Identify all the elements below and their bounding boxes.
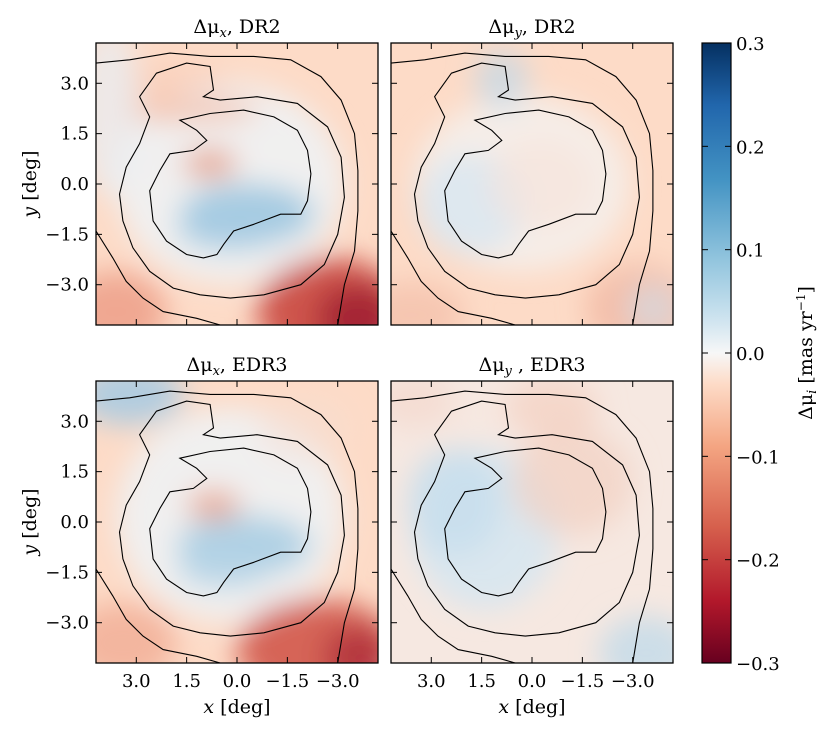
colorbar-label: Δμi [mas yr−1] xyxy=(794,286,820,420)
y-tick-label: −3.0 xyxy=(45,275,89,296)
x-tick-label: 1.5 xyxy=(172,671,201,692)
colorbar-tick-label: 0.2 xyxy=(736,137,765,158)
colorbar: 0.3 0.2 0.1 0.0 −0.1 −0.2 −0.3 Δμi [mas yr−1] xyxy=(701,34,820,675)
y-tick-label: 1.5 xyxy=(60,124,89,145)
colorbar-tick-label: −0.2 xyxy=(736,551,780,572)
contour-lines xyxy=(96,52,359,325)
y-axis-label: y [deg] xyxy=(19,150,41,218)
panel-muy_dr2: Δμy, DR2 xyxy=(390,16,674,326)
colorbar-tick-label: 0.1 xyxy=(736,241,765,262)
y-axis-label: y [deg] xyxy=(19,488,41,556)
y-tick-label: 3.0 xyxy=(60,411,89,432)
panel-muy_edr3: Δμy , EDR3 3.0 1.5 0.0 −1.5 −3.0 x [deg] xyxy=(390,354,674,718)
heatmap-field xyxy=(391,43,673,325)
x-axis-label: x [deg] xyxy=(203,696,270,718)
x-tick-label: 3.0 xyxy=(122,671,151,692)
panel-title: Δμx, DR2 xyxy=(193,16,280,41)
tick-marks xyxy=(96,381,378,663)
contour-lines xyxy=(96,390,359,663)
tick-marks xyxy=(391,381,673,663)
y-tick-label: 1.5 xyxy=(60,462,89,483)
x-tick-label: −1.5 xyxy=(265,671,309,692)
heatmap-field xyxy=(96,43,378,325)
y-tick-label: 0.0 xyxy=(60,174,89,195)
x-axis-label: x [deg] xyxy=(498,696,565,718)
x-tick-label: 0.0 xyxy=(518,671,547,692)
tick-marks xyxy=(391,43,673,325)
x-tick-label: −3.0 xyxy=(316,671,360,692)
heatmap-field xyxy=(96,381,378,663)
y-tick-label: 3.0 xyxy=(60,73,89,94)
panel-title: Δμy , EDR3 xyxy=(478,354,585,379)
x-tick-label: −1.5 xyxy=(560,671,604,692)
y-tick-label: −3.0 xyxy=(45,613,89,634)
colorbar-tick-label: 0.3 xyxy=(736,34,765,55)
colorbar-tick-label: 0.0 xyxy=(736,344,765,365)
y-tick-label: −1.5 xyxy=(45,224,89,245)
y-tick-label: 0.0 xyxy=(60,512,89,533)
x-tick-label: 0.0 xyxy=(223,671,252,692)
contour-lines xyxy=(391,52,654,325)
x-tick-label: 1.5 xyxy=(467,671,496,692)
y-tick-label: −1.5 xyxy=(45,562,89,583)
contour-lines xyxy=(391,390,654,663)
panel-title: Δμy, DR2 xyxy=(488,16,575,41)
panel-title: Δμx, EDR3 xyxy=(187,354,288,379)
colorbar-tick-label: −0.3 xyxy=(736,654,780,675)
x-tick-label: −3.0 xyxy=(611,671,655,692)
heatmap-field xyxy=(391,381,673,663)
panel-mux_edr3: Δμx, EDR3 3.0 1.5 0.0 −1.5 −3.0 y [deg] 3.0 1.5 0… xyxy=(19,354,379,718)
panel-mux_dr2: Δμx, DR2 3.0 1.5 0.0 −1.5 −3.0 y [deg] xyxy=(19,16,379,326)
colorbar-tick-label: −0.1 xyxy=(736,447,780,468)
tick-marks xyxy=(96,43,378,325)
x-tick-label: 3.0 xyxy=(417,671,446,692)
